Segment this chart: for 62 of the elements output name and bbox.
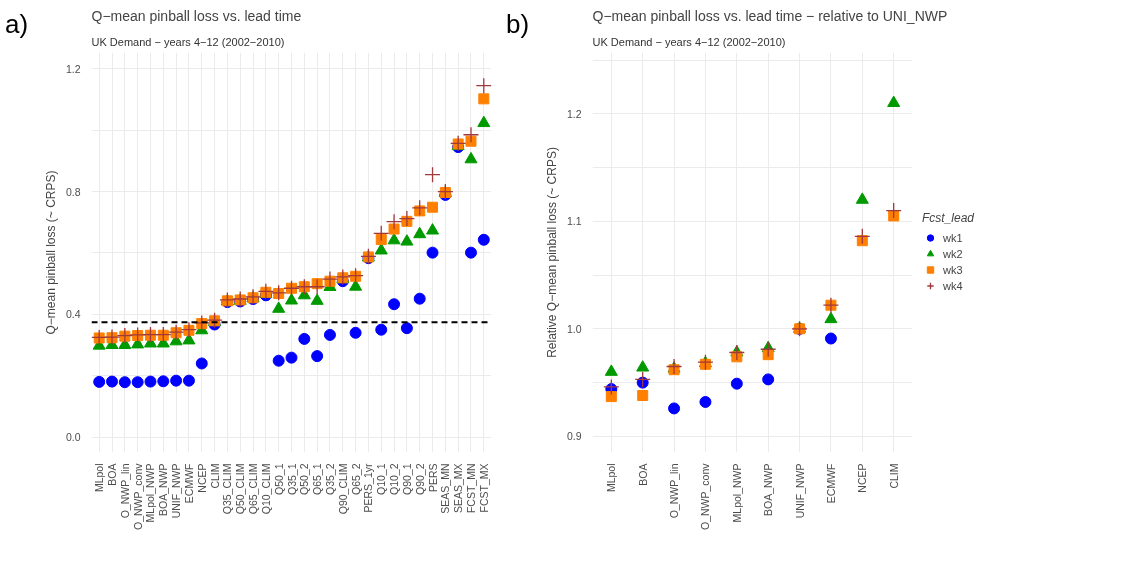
text: a) [5,8,29,41]
y-tick-label: 0.4 [65,308,81,321]
x-tick-label: BOA [106,463,119,486]
legend-label: wk1 [943,231,963,244]
x-tick-label: Q65_2 [349,463,362,496]
y-tick-label: 1.2 [65,62,81,75]
x-tick-label: BOA [636,463,649,486]
legend-label: wk4 [943,279,963,292]
x-tick-label: Q35_1 [285,463,298,496]
x-tick-label: NCEP [856,463,869,493]
x-tick-label: Q65_CLIM [247,463,260,515]
x-tick-label: ECMWF [824,463,837,504]
x-tick-label: MLpol_NWP [144,463,157,523]
x-tick-label: CLIM [208,463,221,489]
y-tick-label: 1.1 [566,215,582,228]
x-tick-label: Q65_1 [311,463,324,496]
x-tick-label: O_NWP_conv [699,462,712,531]
x-tick-label: O_NWP_lin [668,463,681,519]
x-tick-label: SEAS_MN [439,463,452,514]
x-tick-label: MLpol [93,463,106,493]
legend-title: Fcst_lead [922,210,975,225]
y-tick-label: 1.2 [566,107,582,120]
x-tick-label: BOA_NWP [762,463,775,517]
text: b) [506,8,530,41]
x-tick-label: UNIF_NWP [170,463,183,519]
legend-label: wk2 [943,247,963,260]
y-tick-label: 1.0 [566,322,582,335]
y-tick-label: 0.0 [65,431,81,444]
x-tick-label: Q10_CLIM [259,463,272,515]
x-tick-label: FCST_MN [464,463,477,514]
x-tick-label: Q10_2 [388,463,401,496]
x-tick-label: BOA_NWP [157,463,170,517]
chart-subtitle: UK Demand − years 4−12 (2002−2010) [91,35,285,48]
x-tick-label: ECMWF [182,463,195,504]
x-tick-label: Q50_CLIM [234,463,247,515]
x-tick-label: Q50_2 [298,463,311,496]
x-tick-label: MLpol [605,463,618,493]
x-tick-label: Q50_1 [272,463,285,496]
chart-title: Q−mean pinball loss vs. lead time [91,7,302,24]
legend-label: wk3 [943,263,963,276]
x-tick-label: Q10_1 [375,463,388,496]
x-tick-label: Q35_2 [323,463,336,496]
x-tick-label: Q90_2 [413,463,426,496]
x-tick-label: NCEP [195,463,208,493]
x-tick-label: CLIM [887,463,900,489]
x-tick-label: FCST_MX [477,463,490,513]
x-tick-label: O_NWP_conv [131,462,144,531]
x-tick-label: SEAS_MX [452,463,465,514]
x-tick-label: Q35_CLIM [221,463,234,515]
y-axis-title: Relative Q−mean pinball loss (~ CRPS) [544,147,559,358]
x-tick-label: Q90_1 [400,463,413,496]
y-tick-label: 0.9 [566,430,582,443]
x-tick-label: O_NWP_lin [118,463,131,519]
x-tick-label: PERS_1yr [362,463,375,513]
chart-subtitle: UK Demand − years 4−12 (2002−2010) [592,35,786,48]
y-axis-title: Q−mean pinball loss (~ CRPS) [43,170,58,335]
x-tick-label: Q90_CLIM [336,463,349,515]
x-tick-label: MLpol_NWP [730,463,743,523]
chart-title: Q−mean pinball loss vs. lead time − relative to UNI_NWP [592,7,948,24]
x-tick-label: UNIF_NWP [793,463,806,519]
x-tick-label: PERS [426,463,439,493]
y-tick-label: 0.8 [65,185,81,198]
